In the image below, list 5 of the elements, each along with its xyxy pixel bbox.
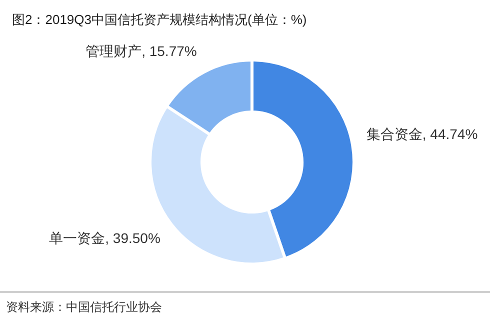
slice-label: 集合资金, 44.74%: [366, 126, 478, 142]
slice-label: 管理财产, 15.77%: [86, 42, 197, 59]
text: 资料来源：中国信托行业协会: [6, 300, 162, 314]
slice-label: 单一资金, 39.50%: [49, 230, 160, 246]
chart-title: 图2：2019Q3中国信托资产规模结构情况(单位：%): [12, 12, 307, 27]
